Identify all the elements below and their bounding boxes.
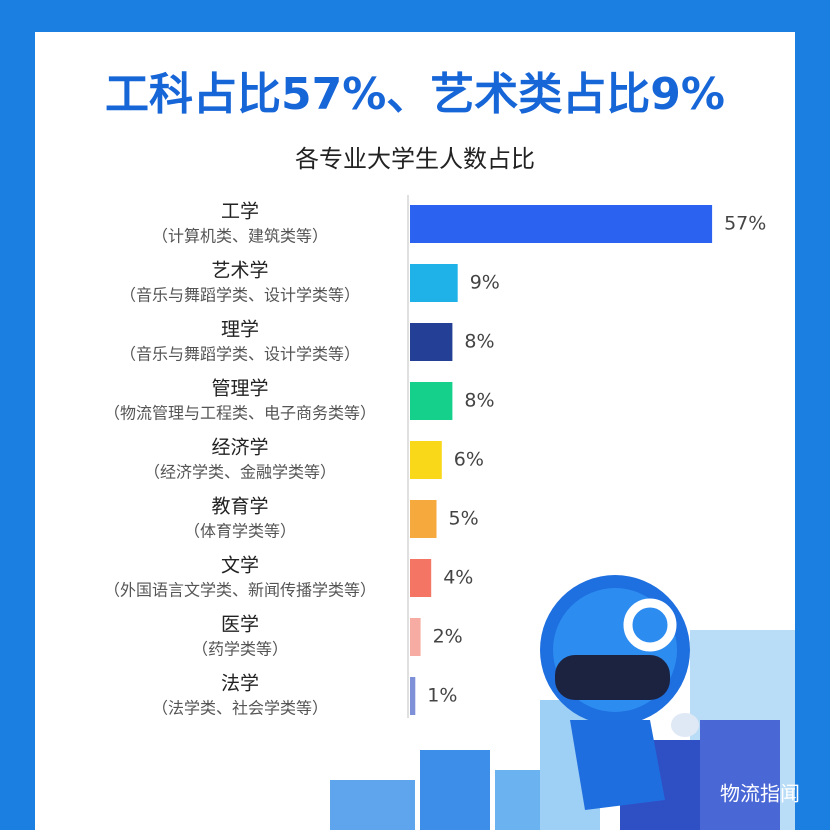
category-label: 教育学	[211, 496, 268, 518]
value-label: 4%	[443, 567, 473, 589]
bar	[410, 205, 713, 243]
category-label: 法学	[221, 673, 259, 695]
category-note: （药学类等）	[192, 640, 288, 659]
watermark: 物流指闻	[720, 782, 800, 806]
bar	[410, 500, 437, 538]
value-label: 6%	[454, 449, 484, 471]
bar	[410, 382, 453, 420]
bar	[410, 323, 453, 361]
category-note: （物流管理与工程类、电子商务类等）	[104, 404, 376, 423]
category-note: （外国语言文学类、新闻传播学类等）	[104, 581, 376, 600]
category-note: （法学类、社会学类等）	[152, 699, 328, 718]
bar	[410, 264, 458, 302]
category-label: 医学	[221, 614, 259, 636]
value-label: 8%	[464, 390, 494, 412]
category-label: 艺术学	[211, 260, 268, 282]
category-label: 管理学	[211, 378, 268, 400]
value-label: 9%	[470, 272, 500, 294]
category-note: （音乐与舞蹈学类、设计学类等）	[120, 286, 360, 305]
category-label: 工学	[221, 201, 259, 223]
bar	[410, 441, 442, 479]
chart-subtitle: 各专业大学生人数占比	[295, 145, 535, 173]
bar	[410, 559, 432, 597]
category-note: （体育学类等）	[184, 522, 296, 541]
value-label: 5%	[449, 508, 479, 530]
category-note: （计算机类、建筑类等）	[152, 227, 328, 246]
category-label: 理学	[221, 319, 259, 341]
chart-title: 工科占比57%、艺术类占比9%	[105, 69, 725, 120]
bar	[410, 677, 416, 715]
robot-mascot	[540, 575, 699, 810]
value-label: 57%	[724, 213, 766, 235]
value-label: 8%	[464, 331, 494, 353]
category-note: （音乐与舞蹈学类、设计学类等）	[120, 345, 360, 364]
category-note: （经济学类、金融学类等）	[144, 463, 336, 482]
category-label: 经济学	[211, 437, 268, 459]
value-label: 1%	[427, 685, 457, 707]
bar	[410, 618, 421, 656]
category-label: 文学	[221, 555, 259, 577]
value-label: 2%	[433, 626, 463, 648]
